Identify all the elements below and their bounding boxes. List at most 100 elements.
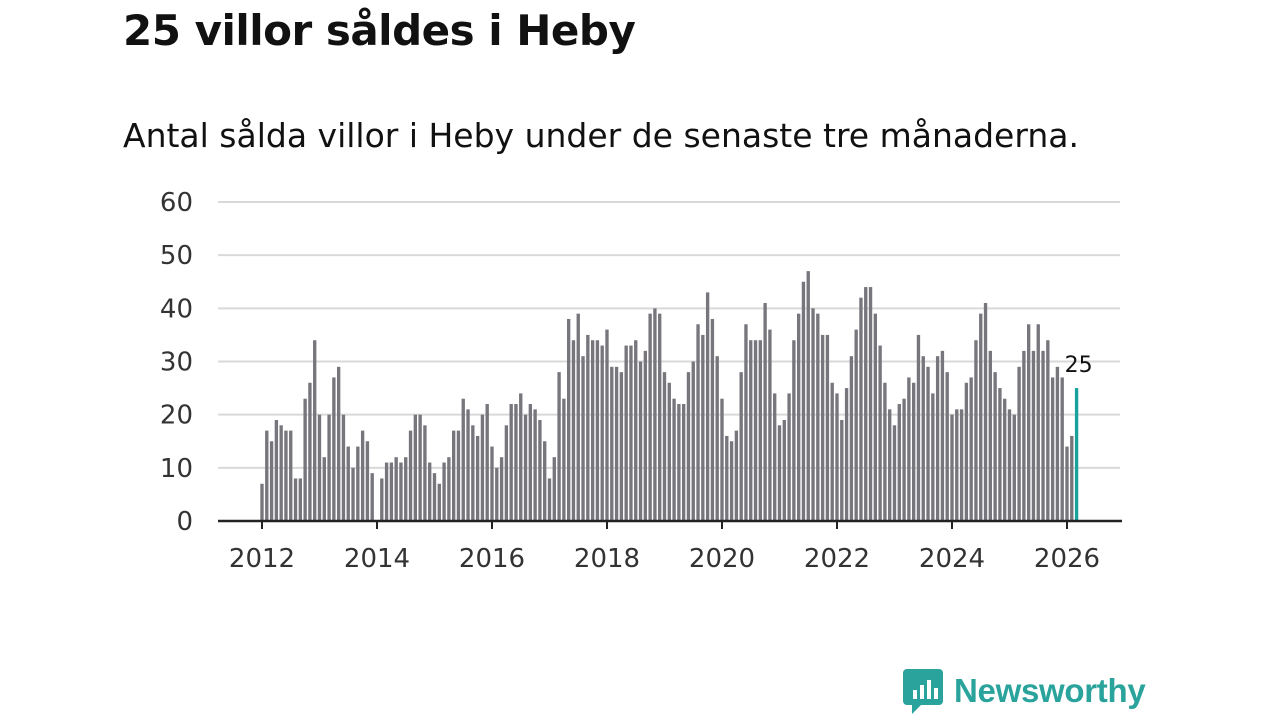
chart-subtitle: Antal sålda villor i Heby under de senas… [123,116,1079,155]
bar [686,372,691,521]
x-tick-label: 2020 [689,544,755,574]
bar [404,457,408,521]
bar [763,303,767,521]
bar [399,462,403,521]
bar [811,308,815,521]
bar [1031,350,1036,521]
bar [720,398,724,521]
bar [437,483,441,521]
bar [955,409,959,521]
bar [643,350,648,521]
y-tick-label: 40 [160,294,193,324]
bar [1046,340,1050,521]
bar [892,425,897,521]
bar [384,462,389,521]
bar [543,441,547,521]
x-tick-label: 2012 [229,544,295,574]
bar [648,313,652,521]
bar [466,409,470,521]
x-tick-label: 2014 [344,544,410,574]
bar [509,404,513,521]
bar [499,457,504,521]
bar [370,473,374,521]
data-labels: 25 [1065,353,1093,378]
bar [753,340,758,521]
bar [380,478,384,521]
bar [734,430,739,521]
bar [998,388,1002,521]
bar [523,414,528,521]
bar [590,340,595,521]
bar [844,388,849,521]
bar [600,345,604,521]
bar [1003,398,1007,521]
bars [260,271,1079,521]
bar [317,414,322,521]
bar [1055,366,1060,521]
bar [868,287,873,521]
bar [389,462,394,521]
bar [816,313,820,521]
bar [1060,377,1064,521]
bar [408,430,413,521]
page-title: 25 villor såldes i Heby [123,6,636,55]
bar [806,271,810,521]
bar [749,340,753,521]
bar [974,340,978,521]
bar [897,404,901,521]
bar [533,409,537,521]
bar [796,313,801,521]
bar [432,473,437,521]
bar [547,478,552,521]
bar [878,345,882,521]
bar [710,318,715,521]
bar [322,457,326,521]
bar [265,430,269,521]
bar [442,462,446,521]
bar [677,404,681,521]
bar [653,308,657,521]
bar [777,425,782,521]
bar [993,372,997,521]
bar [926,366,930,521]
bar [1012,414,1016,521]
bar [351,467,355,521]
bar [504,425,509,521]
bar [595,340,600,521]
bar [864,287,868,521]
bar [279,425,283,521]
bar [365,441,370,521]
bar [327,414,331,521]
bar [1070,435,1074,521]
bar [610,366,614,521]
bar [768,329,772,521]
bar [447,457,451,521]
bar [284,430,288,521]
bar [701,334,705,521]
bar [725,435,729,521]
bar [773,393,777,521]
highlight-value-label: 25 [1065,353,1093,378]
bar [835,393,839,521]
bar [586,334,590,521]
bar [782,419,786,521]
bar [1022,350,1026,521]
bar [801,281,806,521]
bar [983,303,988,521]
bar [356,446,360,521]
newsworthy-logo-icon [903,669,943,714]
bar [672,398,676,521]
bar [950,414,954,521]
bar [581,356,585,521]
bar [825,334,830,521]
x-tick-label: 2024 [919,544,985,574]
bar [1050,377,1055,521]
bar [634,340,638,521]
bar [519,393,523,521]
bar [308,382,312,521]
bar [840,419,844,521]
bar [935,356,940,521]
bar [428,462,432,521]
bar [274,419,279,521]
bar [456,430,461,521]
